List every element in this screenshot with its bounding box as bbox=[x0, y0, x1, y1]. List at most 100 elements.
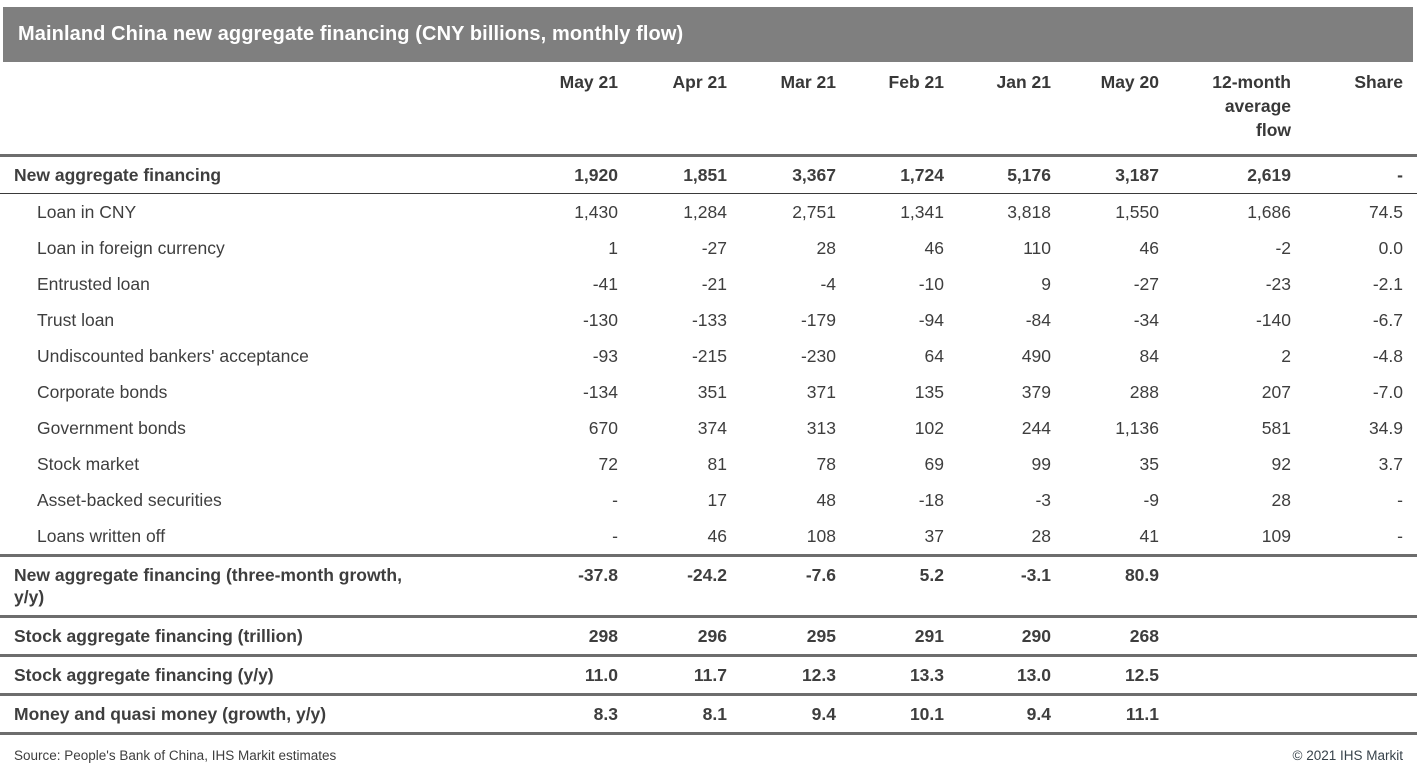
value-cell: -2 bbox=[1275, 237, 1291, 258]
value-cell: -41 bbox=[592, 273, 618, 294]
value-cell: 288 bbox=[1129, 381, 1159, 402]
table-row: Stock market 72 81 78 69 99 35 92 3.7 bbox=[0, 446, 1417, 482]
row-label: Money and quasi money (growth, y/y) bbox=[0, 692, 500, 735]
column-header: Feb 21 bbox=[836, 62, 944, 155]
value-cell: -179 bbox=[800, 309, 836, 330]
value-cell: 291 bbox=[836, 614, 944, 655]
row-label-text: Trust loan bbox=[37, 309, 115, 330]
value-cell: -6.7 bbox=[1372, 309, 1403, 330]
value-cell: - bbox=[612, 525, 618, 546]
column-header: Jan 21 bbox=[944, 62, 1051, 155]
row-label-text: Stock aggregate financing (y/y) bbox=[14, 664, 274, 685]
value-cell: -3 bbox=[1035, 489, 1051, 510]
row-label: Loan in CNY bbox=[0, 193, 500, 230]
value-cell: 110 bbox=[1023, 237, 1051, 258]
value-cell: 11.7 bbox=[618, 653, 727, 694]
row-label-text: Entrusted loan bbox=[37, 273, 150, 294]
row-label: Undiscounted bankers' acceptance bbox=[0, 338, 500, 374]
row-label: Stock market bbox=[0, 446, 500, 482]
value-cell: 3,187 bbox=[1051, 153, 1159, 194]
value-cell: 2 bbox=[1281, 345, 1291, 366]
value-cell: 99 bbox=[1031, 453, 1051, 474]
value-cell: 379 bbox=[1021, 381, 1051, 402]
table-row: Stock aggregate financing (y/y) 11.0 11.7 1… bbox=[0, 653, 1417, 694]
value-cell: 37 bbox=[924, 525, 944, 546]
value-cell: 207 bbox=[1261, 381, 1291, 402]
row-label-text: Government bonds bbox=[37, 417, 186, 438]
value-cell: 374 bbox=[697, 417, 727, 438]
value-cell: 28 bbox=[1031, 525, 1051, 546]
value-cell: -27 bbox=[701, 237, 727, 258]
value-cell: 108 bbox=[806, 525, 836, 546]
value-cell: 2,619 bbox=[1159, 153, 1291, 194]
value-cell: 313 bbox=[806, 417, 836, 438]
column-header: 12-month average flow bbox=[1159, 62, 1291, 155]
value-cell: -230 bbox=[800, 345, 836, 366]
column-header: May 21 bbox=[500, 62, 618, 155]
row-label-text: Loan in foreign currency bbox=[37, 237, 225, 258]
value-cell: 17 bbox=[707, 489, 727, 510]
value-cell: 1,550 bbox=[1115, 201, 1159, 222]
value-cell: 12.5 bbox=[1051, 653, 1159, 694]
value-cell: 670 bbox=[588, 417, 618, 438]
table-header: May 21 Apr 21 Mar 21 Feb 21 Jan 21 May 20 12-m… bbox=[0, 62, 1417, 155]
table-row: Loans written off - 46 108 37 28 41 109 - bbox=[0, 518, 1417, 556]
value-cell: -7.6 bbox=[727, 553, 836, 616]
row-label-column-header bbox=[0, 62, 500, 155]
value-cell: 351 bbox=[697, 381, 727, 402]
value-cell: -4 bbox=[820, 273, 836, 294]
value-cell: -18 bbox=[918, 489, 944, 510]
row-label-text: Corporate bonds bbox=[37, 381, 168, 402]
value-cell: 11.1 bbox=[1051, 692, 1159, 735]
row-label: Stock aggregate financing (trillion) bbox=[0, 614, 500, 655]
value-cell: 84 bbox=[1139, 345, 1159, 366]
footer: Source: People's Bank of China, IHS Mark… bbox=[0, 735, 1417, 763]
value-cell bbox=[1159, 653, 1291, 694]
value-cell: -21 bbox=[701, 273, 727, 294]
table-title-bar: Mainland China new aggregate financing (… bbox=[3, 7, 1413, 62]
row-label: Corporate bonds bbox=[0, 374, 500, 410]
value-cell: 41 bbox=[1139, 525, 1159, 546]
column-header: Apr 21 bbox=[618, 62, 727, 155]
value-cell: 34.9 bbox=[1368, 417, 1403, 438]
value-cell bbox=[1291, 614, 1417, 655]
value-cell: -84 bbox=[1025, 309, 1051, 330]
table-row: Stock aggregate financing (trillion) 298 2… bbox=[0, 614, 1417, 655]
column-header-label: Jan 21 bbox=[996, 72, 1051, 92]
value-cell: - bbox=[1291, 153, 1417, 194]
row-label-text: Money and quasi money (growth, y/y) bbox=[14, 703, 327, 724]
table-row: Undiscounted bankers' acceptance -93 -215 -… bbox=[0, 338, 1417, 374]
value-cell: 74.5 bbox=[1368, 201, 1403, 222]
value-cell: -93 bbox=[592, 345, 618, 366]
value-cell bbox=[1291, 692, 1417, 735]
value-cell: -4.8 bbox=[1372, 345, 1403, 366]
column-header: Share bbox=[1291, 62, 1417, 155]
value-cell: 2,751 bbox=[792, 201, 836, 222]
value-cell: 8.1 bbox=[618, 692, 727, 735]
value-cell: 9 bbox=[1041, 273, 1051, 294]
value-cell: 296 bbox=[618, 614, 727, 655]
column-header-label: Share bbox=[1354, 72, 1403, 92]
row-label: New aggregate financing (three-month gro… bbox=[0, 553, 500, 616]
value-cell: 69 bbox=[924, 453, 944, 474]
value-cell: 268 bbox=[1051, 614, 1159, 655]
row-label-text: Loans written off bbox=[37, 525, 166, 546]
value-cell: -2.1 bbox=[1372, 273, 1403, 294]
row-label: Loans written off bbox=[0, 518, 500, 556]
column-header-label: Mar 21 bbox=[780, 72, 836, 92]
column-header-label: Feb 21 bbox=[888, 72, 944, 92]
value-cell: 1,920 bbox=[500, 153, 618, 194]
value-cell: 46 bbox=[1139, 237, 1159, 258]
value-cell: 290 bbox=[944, 614, 1051, 655]
value-cell: 13.3 bbox=[836, 653, 944, 694]
value-cell: -37.8 bbox=[500, 553, 618, 616]
value-cell: 581 bbox=[1261, 417, 1291, 438]
value-cell: 13.0 bbox=[944, 653, 1051, 694]
table-row: Loan in foreign currency 1 -27 28 46 110 46 -2 0… bbox=[0, 230, 1417, 266]
value-cell: 371 bbox=[806, 381, 836, 402]
table-row: Government bonds 670 374 313 102 244 1,136 581 3… bbox=[0, 410, 1417, 446]
table-row: Loan in CNY 1,430 1,284 2,751 1,341 3,818 1,55… bbox=[0, 193, 1417, 230]
table-row: Trust loan -130 -133 -179 -94 -84 -34 -140 -6.7 bbox=[0, 302, 1417, 338]
column-header-label: May 21 bbox=[559, 72, 618, 92]
table-row: Entrusted loan -41 -21 -4 -10 9 -27 -23 -2.1 bbox=[0, 266, 1417, 302]
